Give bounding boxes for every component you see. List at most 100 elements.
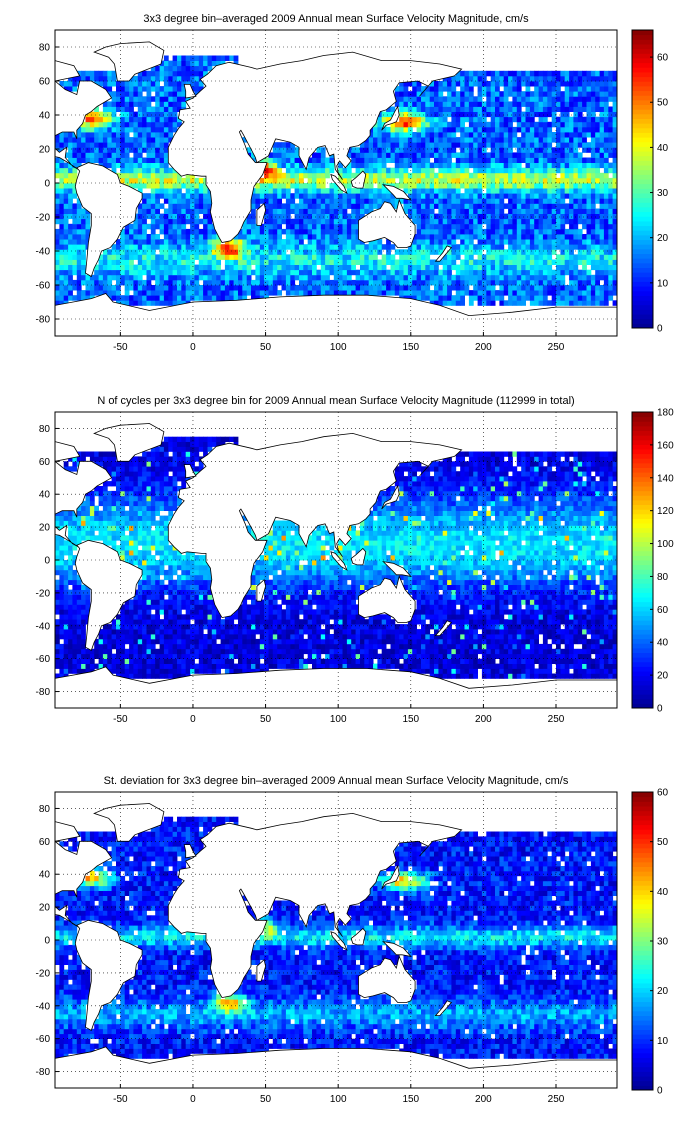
heatmap-cell <box>294 157 300 163</box>
heatmap-cell <box>59 142 65 148</box>
heatmap-cell <box>146 208 152 214</box>
heatmap-cell <box>312 244 317 250</box>
heatmap-cell <box>599 663 605 669</box>
heatmap-cell <box>264 653 269 659</box>
heatmap-cell <box>542 162 548 169</box>
heatmap-cell <box>595 658 600 664</box>
heatmap-cell <box>525 183 531 189</box>
heatmap-cell <box>207 653 213 659</box>
heatmap-cell <box>68 658 73 664</box>
heatmap-cell <box>403 663 409 669</box>
heatmap-cell <box>556 106 561 112</box>
heatmap-cell <box>150 96 156 102</box>
heatmap-cell <box>307 254 313 260</box>
heatmap-cell <box>198 188 204 194</box>
heatmap-cell <box>190 188 195 194</box>
heatmap-cell <box>612 193 617 199</box>
heatmap-cell <box>560 239 566 245</box>
heatmap-cell <box>551 198 557 204</box>
heatmap-cell <box>577 70 583 77</box>
heatmap-cell <box>76 290 82 296</box>
heatmap-cell <box>503 249 509 255</box>
heatmap-cell <box>455 223 461 230</box>
heatmap-cell <box>307 269 313 276</box>
heatmap-cell <box>150 295 156 301</box>
heatmap-cell <box>434 106 439 112</box>
heatmap-cell <box>159 167 165 174</box>
heatmap-cell <box>399 249 404 255</box>
heatmap-cell <box>525 101 531 107</box>
heatmap-cell <box>603 91 609 97</box>
colorbar-step <box>632 314 653 320</box>
heatmap-cell <box>547 234 553 240</box>
colorbar-tick-label: 30 <box>657 188 669 199</box>
heatmap-cell <box>590 75 596 82</box>
heatmap-cell <box>447 111 452 118</box>
heatmap-cell <box>89 279 95 286</box>
heatmap-cell <box>203 254 208 260</box>
heatmap-cell <box>455 172 461 179</box>
heatmap-cell <box>238 295 243 301</box>
heatmap-cell <box>63 290 69 296</box>
heatmap-cell <box>146 101 152 107</box>
heatmap-cell <box>294 663 300 669</box>
heatmap-cell <box>342 658 348 664</box>
heatmap-cell <box>255 254 261 260</box>
heatmap-cell <box>246 663 252 669</box>
heatmap-cell <box>133 279 139 286</box>
heatmap-cell <box>525 121 531 128</box>
heatmap-cell <box>503 75 509 82</box>
heatmap-cell <box>612 142 617 148</box>
heatmap-cell <box>525 213 531 220</box>
heatmap-cell <box>268 183 274 189</box>
heatmap-cell <box>603 673 609 679</box>
heatmap-cell <box>172 295 178 301</box>
heatmap-cell <box>508 132 513 138</box>
heatmap-cell <box>529 254 535 260</box>
heatmap-cell <box>242 244 248 250</box>
heatmap-cell <box>451 658 457 664</box>
heatmap-cell <box>586 673 592 679</box>
heatmap-cell <box>556 188 561 194</box>
heatmap-cell <box>172 658 178 664</box>
heatmap-cell <box>495 101 500 107</box>
heatmap-cell <box>612 116 617 123</box>
heatmap-cell <box>307 218 313 225</box>
heatmap-cell <box>434 101 439 107</box>
heatmap-cell <box>451 203 457 209</box>
heatmap-cell <box>320 172 326 179</box>
heatmap-cell <box>268 285 274 291</box>
heatmap-cell <box>473 81 478 87</box>
heatmap-cell <box>525 106 531 112</box>
heatmap-cell <box>146 106 152 112</box>
heatmap-cell <box>89 290 95 296</box>
heatmap-cell <box>582 239 587 245</box>
heatmap-cell <box>346 264 352 271</box>
heatmap-cell <box>294 167 300 174</box>
heatmap-cell <box>490 132 496 138</box>
heatmap-cell <box>133 218 139 225</box>
heatmap-cell <box>146 172 152 179</box>
heatmap-cell <box>573 111 579 118</box>
heatmap-cell <box>203 218 208 225</box>
heatmap-cell <box>612 208 617 214</box>
heatmap-cell <box>116 244 121 250</box>
heatmap-cell <box>590 121 596 128</box>
heatmap-cell <box>394 147 400 153</box>
heatmap-cell <box>538 269 544 276</box>
heatmap-cell <box>320 290 326 296</box>
heatmap-cell <box>316 239 322 245</box>
heatmap-cell <box>94 653 99 659</box>
heatmap-cell <box>281 147 287 153</box>
heatmap-cell <box>473 183 478 189</box>
heatmap-cell <box>111 653 117 659</box>
heatmap-cell <box>534 126 539 133</box>
heatmap-cell <box>499 234 505 240</box>
heatmap-cell <box>586 162 592 169</box>
heatmap-cell <box>429 264 435 271</box>
heatmap-cell <box>490 198 496 204</box>
heatmap-cell <box>416 218 422 225</box>
heatmap-cell <box>72 249 78 255</box>
heatmap-cell <box>525 264 531 271</box>
heatmap-cell <box>94 290 99 296</box>
